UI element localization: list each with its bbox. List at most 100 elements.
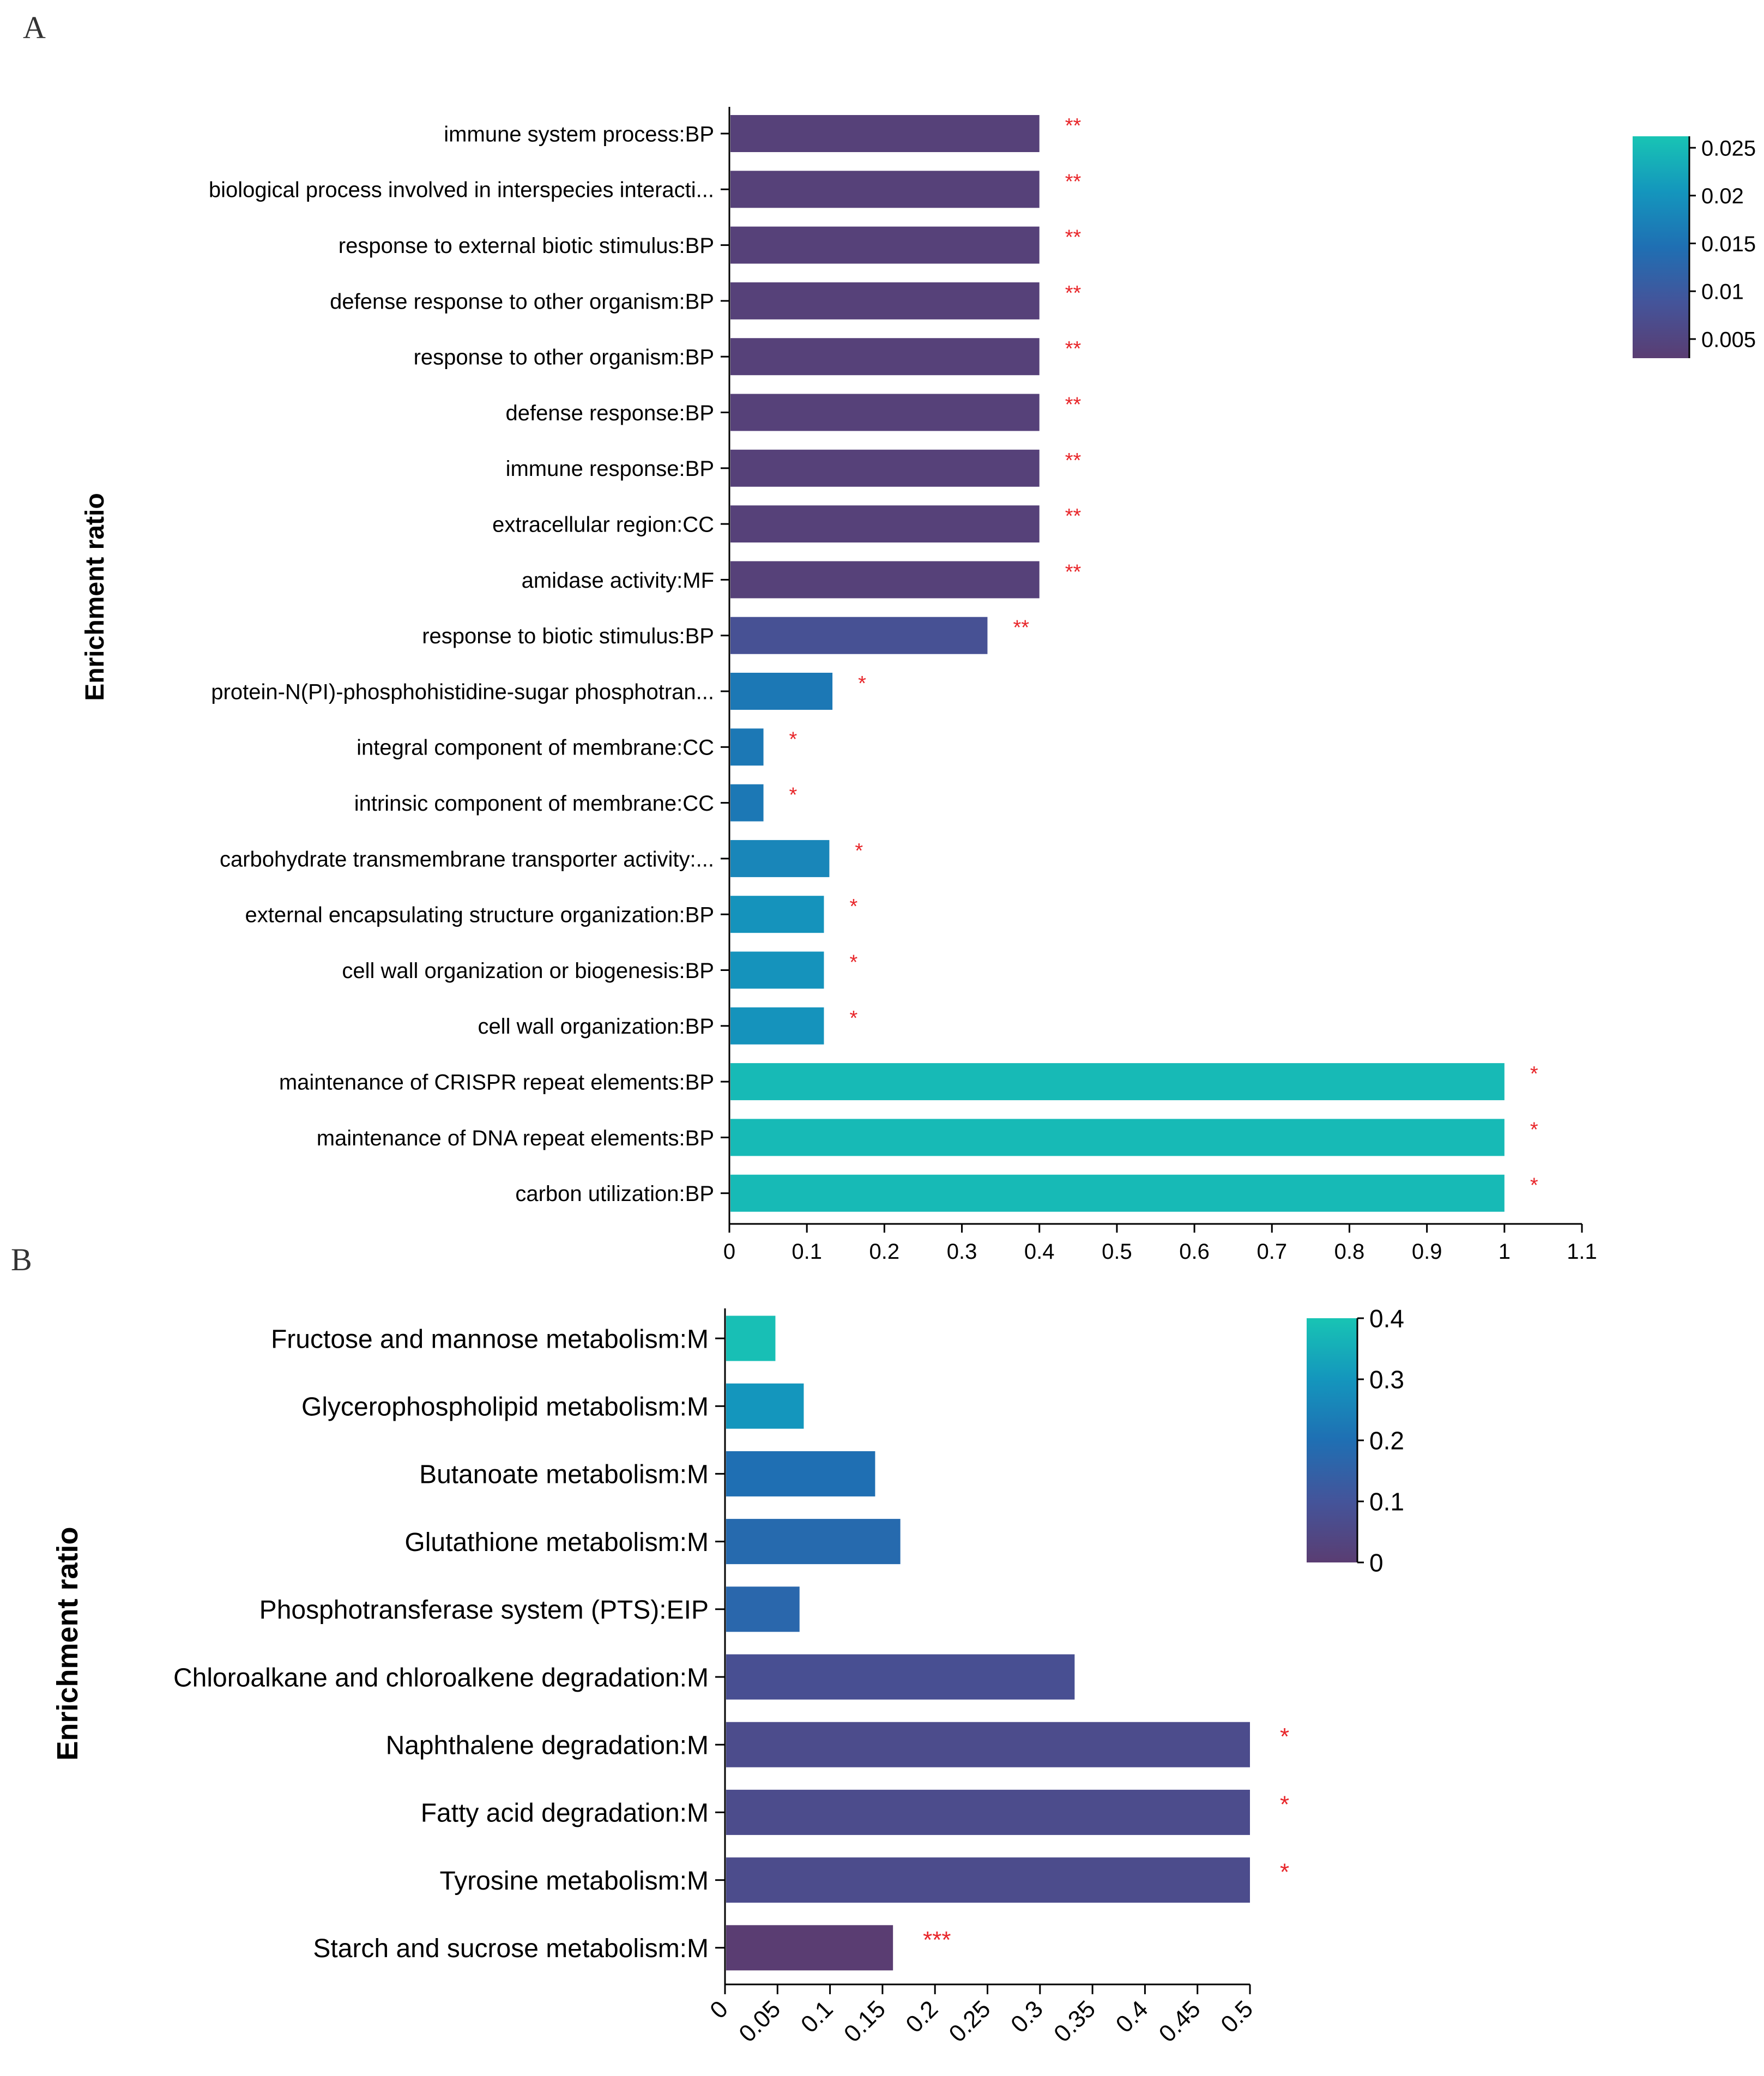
panel-a-bar <box>730 282 1040 319</box>
panel-a-significance-mark: ** <box>1065 337 1082 360</box>
panel-b-significance-mark: * <box>1280 1723 1289 1750</box>
panel-a-x-tick-label: 0.5 <box>1102 1240 1132 1264</box>
panel-b-x-tick-label: 0.15 <box>839 1995 891 2047</box>
panel-a-bar <box>730 673 833 710</box>
panel-a-significance-mark: ** <box>1065 560 1082 583</box>
panel-a-significance-mark: * <box>789 728 798 751</box>
panel-b-bar <box>726 1586 800 1632</box>
panel-a-bar <box>730 338 1040 376</box>
panel-a-bar <box>730 784 764 822</box>
panel-a-colorbar-tick-label: 0.01 <box>1701 280 1744 304</box>
panel-a-significance-mark: ** <box>1065 505 1082 528</box>
panel-b-chart: Enrichment ratio ****** 0 0.05 0.1 0.15 0.2 0… <box>51 1305 1404 2048</box>
panel-b-bar <box>726 1722 1250 1767</box>
panel-b-colorbar-tick-label: 0.2 <box>1369 1427 1404 1455</box>
panel-a-category-label: defense response:BP <box>506 401 714 425</box>
panel-a-x-tick-label: 0.2 <box>869 1240 900 1264</box>
panel-b-category-label: Phosphotransferase system (PTS):EIP <box>259 1596 709 1625</box>
panel-a-x-tick-label: 0 <box>723 1240 735 1264</box>
panel-a-category-label: immune system process:BP <box>444 122 714 146</box>
panel-a-significance-mark: ** <box>1065 449 1082 472</box>
panel-b-category-label: Chloroalkane and chloroalkene degradatio… <box>173 1663 709 1692</box>
panel-a-category-label: integral component of membrane:CC <box>357 736 714 760</box>
panel-a-bar <box>730 561 1040 599</box>
panel-a-bar <box>730 896 824 933</box>
panel-a-chart: Enrichment ratio ***********************… <box>81 107 1756 1264</box>
panel-b-x-tick-label: 0.2 <box>901 1995 943 2038</box>
panel-a-x-tick-label: 1.1 <box>1567 1240 1597 1264</box>
panel-a-category-label: carbon utilization:BP <box>515 1182 714 1206</box>
panel-a-significance-mark: ** <box>1065 226 1082 249</box>
panel-a-category-label: response to other organism:BP <box>414 346 714 370</box>
panel-a-x-tick-label: 0.9 <box>1412 1240 1442 1264</box>
panel-a-bar <box>730 115 1040 152</box>
panel-a-letter: A <box>23 10 46 45</box>
panel-a-category-label: cell wall organization or biogenesis:BP <box>342 959 714 983</box>
panel-b-category-label: Starch and sucrose metabolism:M <box>313 1934 709 1963</box>
panel-a-category-label: response to external biotic stimulus:BP <box>339 234 714 258</box>
panel-a-category-label: intrinsic component of membrane:CC <box>354 792 714 816</box>
panel-a-x-tick-label: 0.8 <box>1334 1240 1365 1264</box>
panel-a-colorbar-tick-label: 0.015 <box>1701 232 1756 256</box>
panel-a-category-label: protein-N(PI)-phosphohistidine-sugar pho… <box>211 680 714 704</box>
panel-a-significance-mark: * <box>1530 1063 1538 1085</box>
panel-a-category-label: external encapsulating structure organiz… <box>245 903 714 927</box>
panel-a-category-label: carbohydrate transmembrane transporter a… <box>220 847 714 871</box>
panel-a-significance-mark: * <box>849 895 857 918</box>
panel-a-x-tick-label: 0.1 <box>792 1240 822 1264</box>
panel-a-x-tick-label: 0.6 <box>1179 1240 1210 1264</box>
panel-a-x-tick-label: 1 <box>1499 1240 1511 1264</box>
panel-b-significance-mark: * <box>1280 1791 1289 1818</box>
panel-b-colorbar-tick-label: 0.3 <box>1369 1366 1404 1394</box>
panel-a-colorbar-gradient <box>1633 136 1689 358</box>
panel-a-bar <box>730 951 824 989</box>
panel-a-colorbar-tick-label: 0.025 <box>1701 136 1756 160</box>
panel-a-significance-mark: * <box>1530 1118 1538 1141</box>
panel-a-colorbar-tick-label: 0.005 <box>1701 328 1756 352</box>
panel-a-colorbar-tick-label: 0.02 <box>1701 184 1744 208</box>
panel-a-significance-mark: ** <box>1065 394 1082 417</box>
panel-a-bar <box>730 449 1040 487</box>
panel-b-x-tick-label: 0.5 <box>1216 1995 1258 2038</box>
panel-b-category-label: Glutathione metabolism:M <box>404 1528 709 1557</box>
panel-a-category-label: immune response:BP <box>506 457 714 481</box>
panel-a-category-label: cell wall organization:BP <box>478 1015 714 1039</box>
panel-a-significance-mark: ** <box>1065 170 1082 193</box>
panel-a-y-axis-title: Enrichment ratio <box>81 493 110 701</box>
panel-b-colorbar: 0 0.1 0.2 0.3 0.4 <box>1307 1305 1404 1577</box>
panel-b-bar <box>726 1654 1075 1700</box>
panel-b-colorbar-tick-label: 0 <box>1369 1549 1384 1577</box>
panel-b-bar <box>726 1925 893 1971</box>
panel-b-x-tick-label: 0 <box>705 1995 733 2024</box>
panel-a-bar <box>730 505 1040 543</box>
panel-b-bar <box>726 1519 901 1565</box>
panel-b-bar <box>726 1857 1250 1903</box>
panel-b-bar <box>726 1315 776 1361</box>
panel-a-significance-mark: ** <box>1065 114 1082 137</box>
panel-b-category-label: Fructose and mannose metabolism:M <box>271 1325 709 1354</box>
panel-a-x-tick-label: 0.4 <box>1024 1240 1055 1264</box>
panel-b-x-tick-label: 0.25 <box>944 1995 995 2047</box>
panel-a-bar <box>730 617 988 654</box>
panel-a-x-tick-label: 0.3 <box>947 1240 977 1264</box>
panel-a-significance-mark: ** <box>1065 282 1082 305</box>
panel-a-significance-mark: * <box>849 951 857 974</box>
panel-b-bar <box>726 1383 804 1429</box>
panel-a-significance-mark: * <box>855 840 863 862</box>
panel-a-significance-mark: * <box>789 784 798 807</box>
panel-a-bar <box>730 1174 1505 1212</box>
panel-b-bar <box>726 1789 1250 1835</box>
panel-b-x-tick-label: 0.35 <box>1049 1995 1101 2047</box>
panel-b-category-label: Glycerophospholipid metabolism:M <box>301 1392 709 1421</box>
panel-b-colorbar-tick-label: 0.1 <box>1369 1488 1404 1516</box>
panel-b-letter: B <box>11 1242 32 1277</box>
panel-a-category-label: maintenance of DNA repeat elements:BP <box>317 1126 714 1150</box>
panel-a-bar <box>730 1119 1505 1156</box>
panel-a-bar <box>730 171 1040 208</box>
panel-b-category-label: Naphthalene degradation:M <box>386 1731 709 1760</box>
panel-b-colorbar-gradient <box>1307 1318 1357 1562</box>
panel-a-category-label: maintenance of CRISPR repeat elements:BP <box>279 1071 714 1095</box>
panel-a-bar <box>730 1063 1505 1101</box>
panel-b-x-tick-label: 0.4 <box>1111 1995 1153 2038</box>
panel-b-x-tick-label: 0.45 <box>1154 1995 1206 2047</box>
